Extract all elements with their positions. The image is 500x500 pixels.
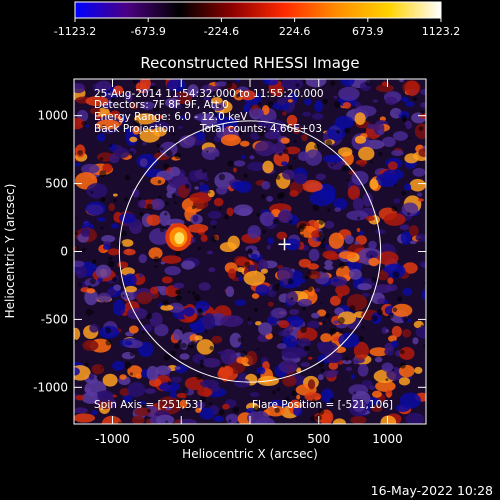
colorbar-ticks: -1123.2 -673.9 -224.6 224.6 673.9 1123.2: [54, 18, 460, 38]
colorbar-tick-label: -224.6: [204, 25, 239, 38]
y-tick-label: 500: [45, 177, 68, 191]
reconstructed-image-pattern: [74, 79, 426, 424]
total-counts-text: Total counts: 4.66E+03: [199, 123, 322, 135]
spin-axis-text: Spin Axis = [251,53]: [94, 399, 202, 411]
solar-disk-limb: [118, 120, 382, 383]
colorbar-tick-label: -673.9: [130, 25, 165, 38]
colorbar-tick-label: 1123.2: [422, 25, 461, 38]
colorbar-tick-label: 673.9: [352, 25, 384, 38]
x-tick-label: -1000: [95, 432, 130, 446]
x-axis: -1000 -500 0 500 1000: [95, 79, 403, 446]
y-tick-label: -500: [41, 312, 68, 326]
footer-date: 16-May-2022 10:28: [371, 483, 493, 498]
y-tick-label: 1000: [37, 109, 68, 123]
time-range-text: 25-Aug-2014 11:54:32.000 to 11:55:20.000: [94, 88, 324, 100]
x-tick-label: 1000: [372, 432, 403, 446]
method-text: Back Projection: [94, 123, 175, 135]
energy-range-text: Energy Range: 6.0 - 12.0 keV: [94, 111, 248, 123]
y-tick-label: 0: [60, 245, 68, 259]
flare-source: [165, 223, 192, 252]
x-axis-label: Heliocentric X (arcsec): [182, 447, 318, 461]
y-axis: 1000 500 0 -500 -1000: [33, 109, 426, 394]
plot-title: Reconstructed RHESSI Image: [140, 54, 359, 72]
x-tick-label: 0: [246, 432, 254, 446]
x-tick-label: -500: [168, 432, 195, 446]
colorbar-tick-label: -1123.2: [54, 25, 96, 38]
y-axis-label: Heliocentric Y (arcsec): [3, 184, 17, 319]
detectors-text: Detectors: 7F 8F 9F, Att 0: [94, 99, 229, 111]
colorbar-gradient: [74, 1, 442, 19]
colorbar-tick-label: 224.6: [279, 25, 311, 38]
flare-position-text: Flare Position = [-521,106]: [252, 399, 393, 411]
x-tick-label: 500: [307, 432, 330, 446]
annotation-block: 25-Aug-2014 11:54:32.000 to 11:55:20.000…: [94, 88, 393, 411]
y-tick-label: -1000: [33, 380, 68, 394]
colorbar: -1123.2 -673.9 -224.6 224.6 673.9 1123.2: [54, 1, 460, 38]
spin-axis-cross-icon: [278, 238, 291, 251]
image-area: [74, 79, 426, 424]
